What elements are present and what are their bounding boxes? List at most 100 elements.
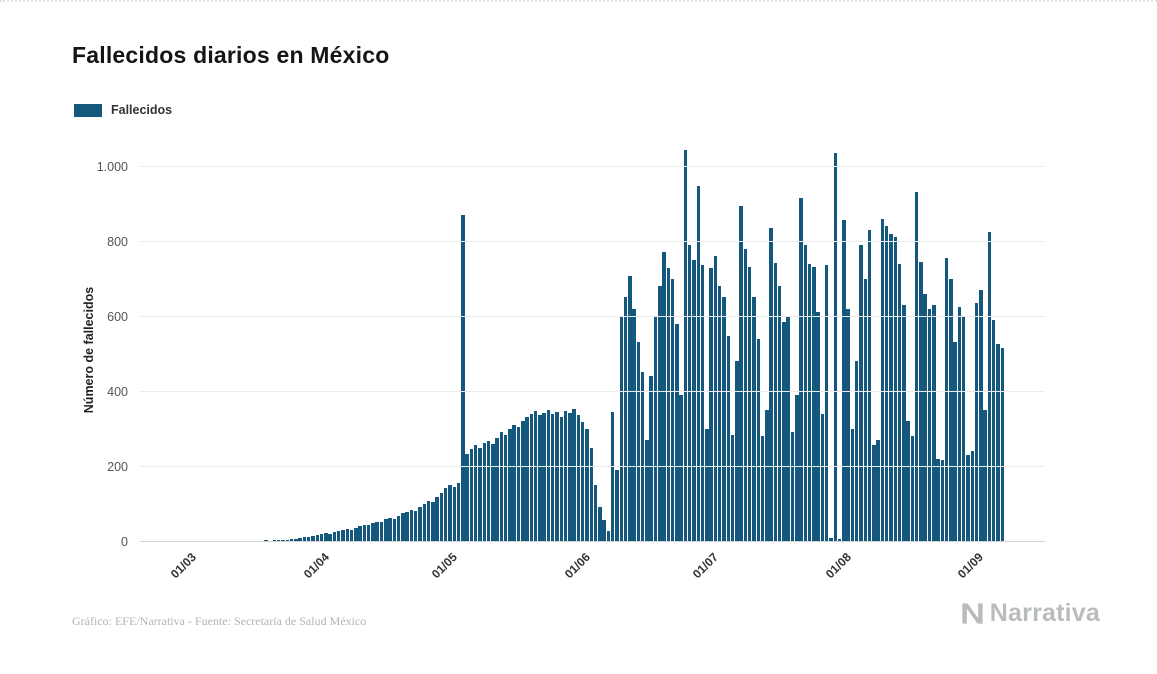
bar[interactable] [700, 265, 705, 541]
bar[interactable] [653, 316, 658, 541]
bar[interactable] [760, 436, 765, 541]
bar[interactable] [683, 149, 688, 541]
bar[interactable] [277, 539, 281, 541]
bar[interactable] [306, 536, 311, 541]
bar[interactable] [401, 513, 405, 541]
bar[interactable] [932, 304, 936, 541]
bar[interactable] [358, 526, 362, 541]
bar[interactable] [850, 428, 855, 541]
narrativa-logo[interactable]: Narrativa [959, 599, 1100, 628]
bar[interactable] [354, 527, 358, 541]
bar[interactable] [422, 503, 427, 541]
bar[interactable] [294, 538, 298, 541]
bar[interactable] [598, 506, 602, 541]
bar[interactable] [328, 533, 332, 541]
bar[interactable] [366, 525, 371, 541]
bar[interactable] [533, 410, 538, 541]
bar[interactable] [936, 458, 940, 541]
bar[interactable] [315, 535, 320, 541]
bar[interactable] [709, 268, 713, 541]
bar[interactable] [846, 308, 850, 541]
bar[interactable] [996, 344, 1000, 541]
bar[interactable] [623, 297, 628, 541]
bar[interactable] [906, 421, 910, 541]
bar[interactable] [670, 278, 675, 541]
bar[interactable] [919, 261, 923, 541]
bar[interactable] [649, 376, 653, 541]
bar[interactable] [469, 449, 474, 541]
bar[interactable] [777, 286, 782, 541]
bar[interactable] [525, 416, 529, 541]
bar[interactable] [568, 412, 572, 541]
bar[interactable] [705, 428, 709, 541]
bar[interactable] [585, 428, 589, 541]
bar[interactable] [1000, 347, 1005, 541]
bar[interactable] [747, 267, 752, 541]
bar[interactable] [889, 233, 893, 541]
bar[interactable] [371, 523, 375, 541]
bar[interactable] [859, 244, 863, 541]
bar[interactable] [872, 445, 876, 541]
bar[interactable] [362, 524, 367, 541]
bar[interactable] [799, 197, 803, 541]
bar[interactable] [636, 342, 641, 541]
bar[interactable] [478, 448, 482, 541]
bar[interactable] [983, 409, 987, 541]
bar[interactable] [752, 297, 756, 541]
bar[interactable] [726, 335, 731, 541]
bar[interactable] [743, 248, 748, 541]
bar[interactable] [619, 316, 623, 541]
bar[interactable] [867, 229, 872, 541]
bar[interactable] [473, 445, 478, 541]
bar[interactable] [735, 361, 739, 541]
bar[interactable] [392, 518, 397, 541]
bar[interactable] [833, 152, 838, 541]
bar[interactable] [349, 529, 354, 541]
bar[interactable] [914, 192, 919, 541]
bar[interactable] [615, 469, 619, 541]
bar[interactable] [632, 308, 636, 541]
bar[interactable] [854, 361, 859, 541]
bar[interactable] [795, 394, 799, 541]
bar[interactable] [516, 426, 521, 541]
bar[interactable] [542, 412, 546, 541]
bar[interactable] [409, 509, 414, 541]
bar[interactable] [717, 286, 722, 541]
bar[interactable] [769, 227, 773, 541]
bar[interactable] [319, 534, 324, 541]
bar[interactable] [285, 539, 290, 541]
bar[interactable] [662, 251, 666, 541]
bar[interactable] [491, 444, 495, 541]
legend-item-fallecidos[interactable]: Fallecidos [74, 103, 172, 117]
bar[interactable] [298, 538, 302, 541]
bar[interactable] [448, 484, 452, 541]
bar[interactable] [332, 531, 337, 541]
bar[interactable] [974, 302, 979, 541]
bar[interactable] [452, 486, 457, 541]
bar[interactable] [940, 460, 945, 541]
bar[interactable] [790, 431, 795, 541]
bar[interactable] [461, 214, 465, 541]
bar[interactable] [949, 278, 953, 541]
bar[interactable] [829, 538, 833, 541]
bar[interactable] [713, 256, 718, 541]
bar[interactable] [384, 519, 388, 541]
bar[interactable] [512, 424, 516, 541]
bar[interactable] [345, 528, 349, 541]
bar[interactable] [688, 244, 692, 541]
bar[interactable] [756, 338, 760, 541]
bar[interactable] [863, 278, 868, 541]
bar[interactable] [580, 421, 585, 541]
bar[interactable] [837, 538, 842, 541]
bar[interactable] [465, 454, 469, 541]
bar[interactable] [589, 448, 594, 541]
bar[interactable] [825, 265, 829, 541]
bar[interactable] [970, 451, 975, 541]
bar[interactable] [439, 493, 444, 541]
bar[interactable] [675, 323, 679, 541]
bar[interactable] [902, 304, 906, 541]
bar[interactable] [495, 437, 499, 541]
bar[interactable] [418, 506, 422, 541]
bar[interactable] [962, 316, 966, 541]
bar[interactable] [692, 259, 696, 541]
